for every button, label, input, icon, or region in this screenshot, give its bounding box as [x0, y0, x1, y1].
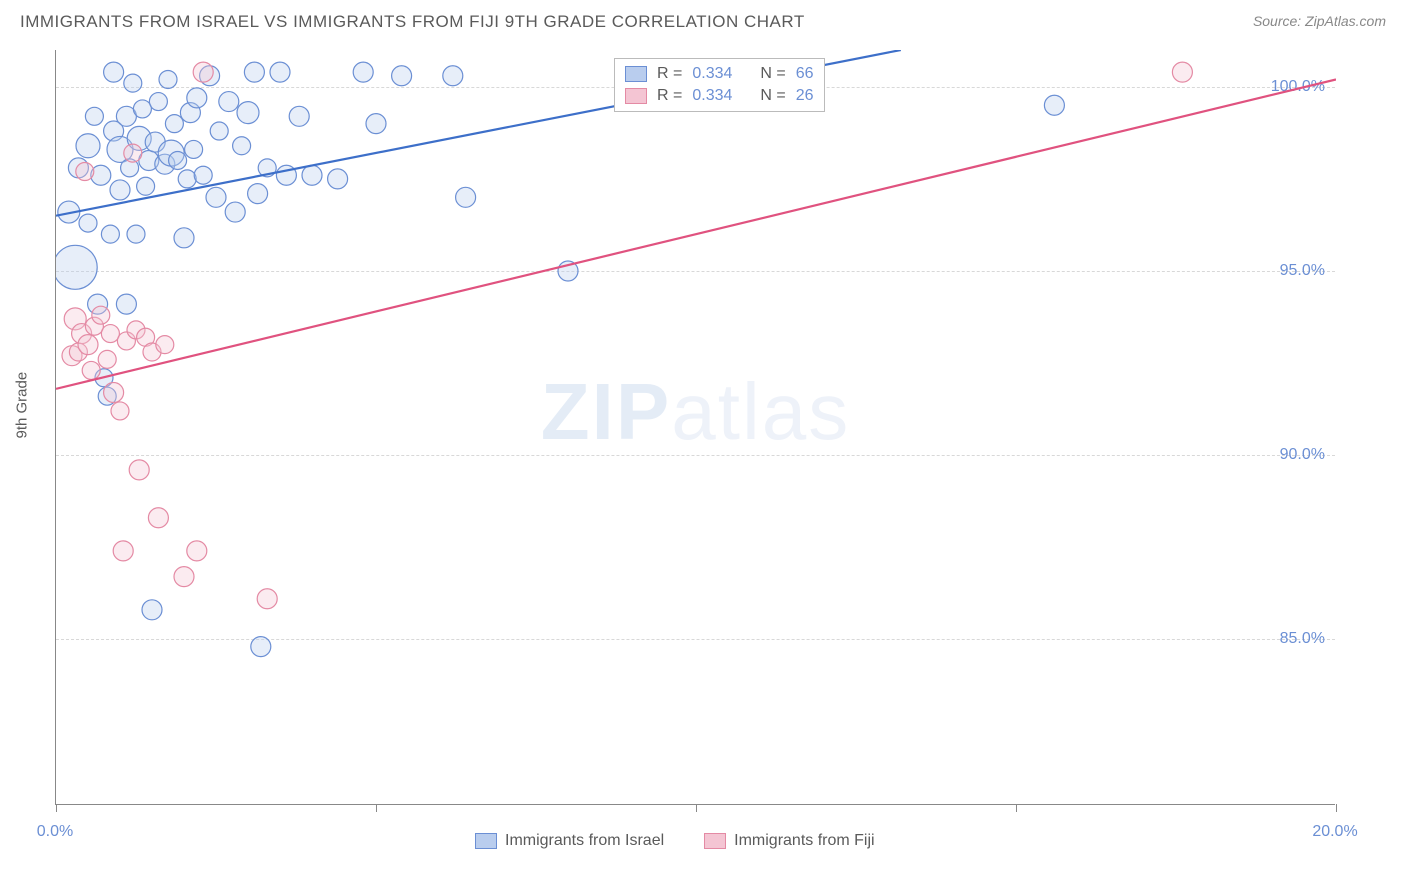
chart-svg — [56, 50, 1336, 805]
data-point — [174, 228, 194, 248]
x-tick — [1016, 804, 1017, 812]
data-point — [111, 402, 129, 420]
data-point — [237, 102, 259, 124]
data-point — [289, 106, 309, 126]
data-point — [353, 62, 373, 82]
source-prefix: Source: — [1253, 13, 1305, 29]
legend-row: R = 0.334 N = 26 — [625, 85, 814, 107]
data-point — [270, 62, 290, 82]
data-point — [113, 541, 133, 561]
data-point — [101, 325, 119, 343]
data-point — [328, 169, 348, 189]
data-point — [219, 92, 239, 112]
n-value: 66 — [796, 65, 814, 83]
trend-line — [56, 79, 1336, 388]
data-point — [187, 541, 207, 561]
data-point — [98, 350, 116, 368]
r-label: R = — [657, 65, 682, 83]
data-point — [124, 144, 142, 162]
x-tick — [56, 804, 57, 812]
source-name: ZipAtlas.com — [1305, 13, 1386, 29]
data-point — [76, 163, 94, 181]
data-point — [206, 187, 226, 207]
chart-source: Source: ZipAtlas.com — [1253, 13, 1386, 31]
series-name: Immigrants from Israel — [505, 832, 664, 850]
data-point — [169, 151, 187, 169]
x-tick-label: 20.0% — [1312, 823, 1357, 841]
series-name: Immigrants from Fiji — [734, 832, 874, 850]
data-point — [149, 93, 167, 111]
data-point — [104, 383, 124, 403]
legend-row: R = 0.334 N = 66 — [625, 63, 814, 85]
data-point — [110, 180, 130, 200]
data-point — [456, 187, 476, 207]
data-point — [127, 225, 145, 243]
data-point — [85, 107, 103, 125]
legend-item: Immigrants from Israel — [475, 832, 664, 850]
data-point — [101, 225, 119, 243]
data-point — [244, 62, 264, 82]
x-tick — [696, 804, 697, 812]
plot-area: ZIPatlas 85.0%90.0%95.0%100.0%R =0.334N … — [55, 50, 1335, 805]
data-point — [142, 600, 162, 620]
data-point — [78, 335, 98, 355]
data-point — [165, 115, 183, 133]
data-point — [366, 114, 386, 134]
chart-title: IMMIGRANTS FROM ISRAEL VS IMMIGRANTS FRO… — [20, 12, 805, 32]
correlation-legend: R = 0.334 N = 66 R = 0.334 N = 26 — [614, 58, 825, 112]
x-tick-label: 0.0% — [37, 823, 73, 841]
legend-swatch — [704, 833, 726, 849]
data-point — [1044, 95, 1064, 115]
data-point — [124, 74, 142, 92]
legend-swatch — [625, 88, 647, 104]
n-label: N = — [760, 87, 785, 105]
data-point — [185, 140, 203, 158]
data-point — [129, 460, 149, 480]
data-point — [194, 166, 212, 184]
data-point — [156, 336, 174, 354]
data-point — [174, 567, 194, 587]
n-value: 26 — [796, 87, 814, 105]
data-point — [148, 508, 168, 528]
x-tick — [1336, 804, 1337, 812]
data-point — [225, 202, 245, 222]
data-point — [443, 66, 463, 86]
series-legend: Immigrants from Israel Immigrants from Fi… — [475, 832, 875, 850]
data-point — [82, 361, 100, 379]
data-point — [392, 66, 412, 86]
data-point — [1172, 62, 1192, 82]
legend-swatch — [475, 833, 497, 849]
data-point — [302, 165, 322, 185]
data-point — [76, 134, 100, 158]
data-point — [193, 62, 213, 82]
data-point — [257, 589, 277, 609]
legend-item: Immigrants from Fiji — [704, 832, 874, 850]
data-point — [56, 245, 97, 289]
y-axis-label: 9th Grade — [14, 372, 31, 439]
data-point — [133, 100, 151, 118]
r-value: 0.334 — [692, 65, 732, 83]
chart-container: ZIPatlas 85.0%90.0%95.0%100.0%R =0.334N … — [55, 50, 1385, 830]
data-point — [233, 137, 251, 155]
data-point — [92, 306, 110, 324]
data-point — [248, 184, 268, 204]
n-label: N = — [760, 65, 785, 83]
r-label: R = — [657, 87, 682, 105]
data-point — [251, 637, 271, 657]
data-point — [178, 170, 196, 188]
data-point — [79, 214, 97, 232]
data-point — [104, 62, 124, 82]
data-point — [210, 122, 228, 140]
legend-swatch — [625, 66, 647, 82]
data-point — [187, 88, 207, 108]
r-value: 0.334 — [692, 87, 732, 105]
x-tick — [376, 804, 377, 812]
data-point — [116, 294, 136, 314]
data-point — [137, 177, 155, 195]
data-point — [159, 70, 177, 88]
